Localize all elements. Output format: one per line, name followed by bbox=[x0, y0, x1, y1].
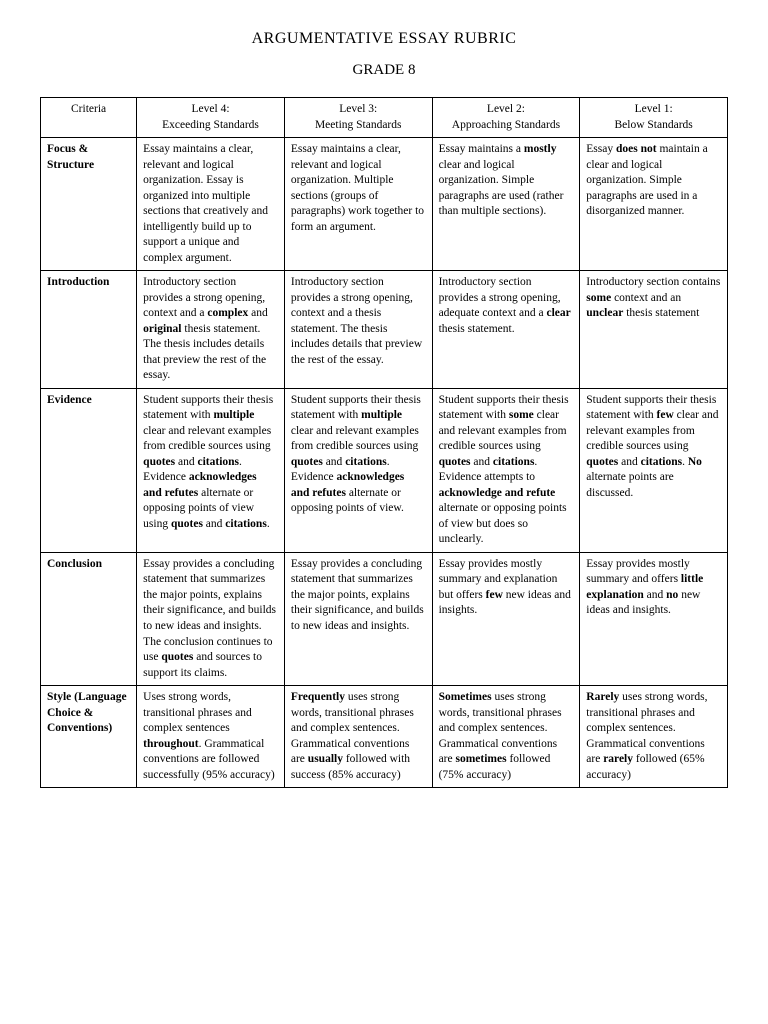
rubric-cell: Sometimes uses strong words, transitiona… bbox=[432, 686, 580, 788]
criteria-cell: Conclusion bbox=[41, 552, 137, 685]
rubric-cell: Uses strong words, transitional phrases … bbox=[137, 686, 285, 788]
rubric-cell: Student supports their thesis statement … bbox=[284, 388, 432, 552]
criteria-cell: Style (Language Choice & Conventions) bbox=[41, 686, 137, 788]
rubric-cell: Student supports their thesis statement … bbox=[137, 388, 285, 552]
rubric-table: Criteria Level 4:Exceeding Standards Lev… bbox=[40, 97, 728, 788]
rubric-cell: Student supports their thesis statement … bbox=[580, 388, 728, 552]
header-criteria: Criteria bbox=[41, 98, 137, 138]
rubric-cell: Essay provides mostly summary and offers… bbox=[580, 552, 728, 685]
rubric-cell: Introductory section contains some conte… bbox=[580, 271, 728, 389]
rubric-body: Focus & StructureEssay maintains a clear… bbox=[41, 138, 728, 788]
table-row: EvidenceStudent supports their thesis st… bbox=[41, 388, 728, 552]
table-row: IntroductionIntroductory section provide… bbox=[41, 271, 728, 389]
rubric-cell: Essay provides a concluding statement th… bbox=[137, 552, 285, 685]
rubric-cell: Introductory section provides a strong o… bbox=[284, 271, 432, 389]
criteria-cell: Introduction bbox=[41, 271, 137, 389]
document-title: ARGUMENTATIVE ESSAY RUBRIC bbox=[40, 30, 728, 48]
rubric-cell: Essay does not maintain a clear and logi… bbox=[580, 138, 728, 271]
rubric-cell: Essay maintains a clear, relevant and lo… bbox=[137, 138, 285, 271]
header-level1: Level 1:Below Standards bbox=[580, 98, 728, 138]
rubric-cell: Essay maintains a mostly clear and logic… bbox=[432, 138, 580, 271]
table-row: ConclusionEssay provides a concluding st… bbox=[41, 552, 728, 685]
header-level3: Level 3:Meeting Standards bbox=[284, 98, 432, 138]
criteria-cell: Focus & Structure bbox=[41, 138, 137, 271]
document-subtitle: GRADE 8 bbox=[40, 62, 728, 79]
table-row: Style (Language Choice & Conventions)Use… bbox=[41, 686, 728, 788]
rubric-cell: Essay provides a concluding statement th… bbox=[284, 552, 432, 685]
criteria-cell: Evidence bbox=[41, 388, 137, 552]
header-level4: Level 4:Exceeding Standards bbox=[137, 98, 285, 138]
rubric-cell: Introductory section provides a strong o… bbox=[432, 271, 580, 389]
table-row: Focus & StructureEssay maintains a clear… bbox=[41, 138, 728, 271]
rubric-cell: Essay maintains a clear, relevant and lo… bbox=[284, 138, 432, 271]
rubric-cell: Introductory section provides a strong o… bbox=[137, 271, 285, 389]
rubric-cell: Frequently uses strong words, transition… bbox=[284, 686, 432, 788]
table-header-row: Criteria Level 4:Exceeding Standards Lev… bbox=[41, 98, 728, 138]
rubric-cell: Rarely uses strong words, transitional p… bbox=[580, 686, 728, 788]
header-level2: Level 2:Approaching Standards bbox=[432, 98, 580, 138]
rubric-cell: Essay provides mostly summary and explan… bbox=[432, 552, 580, 685]
rubric-cell: Student supports their thesis statement … bbox=[432, 388, 580, 552]
